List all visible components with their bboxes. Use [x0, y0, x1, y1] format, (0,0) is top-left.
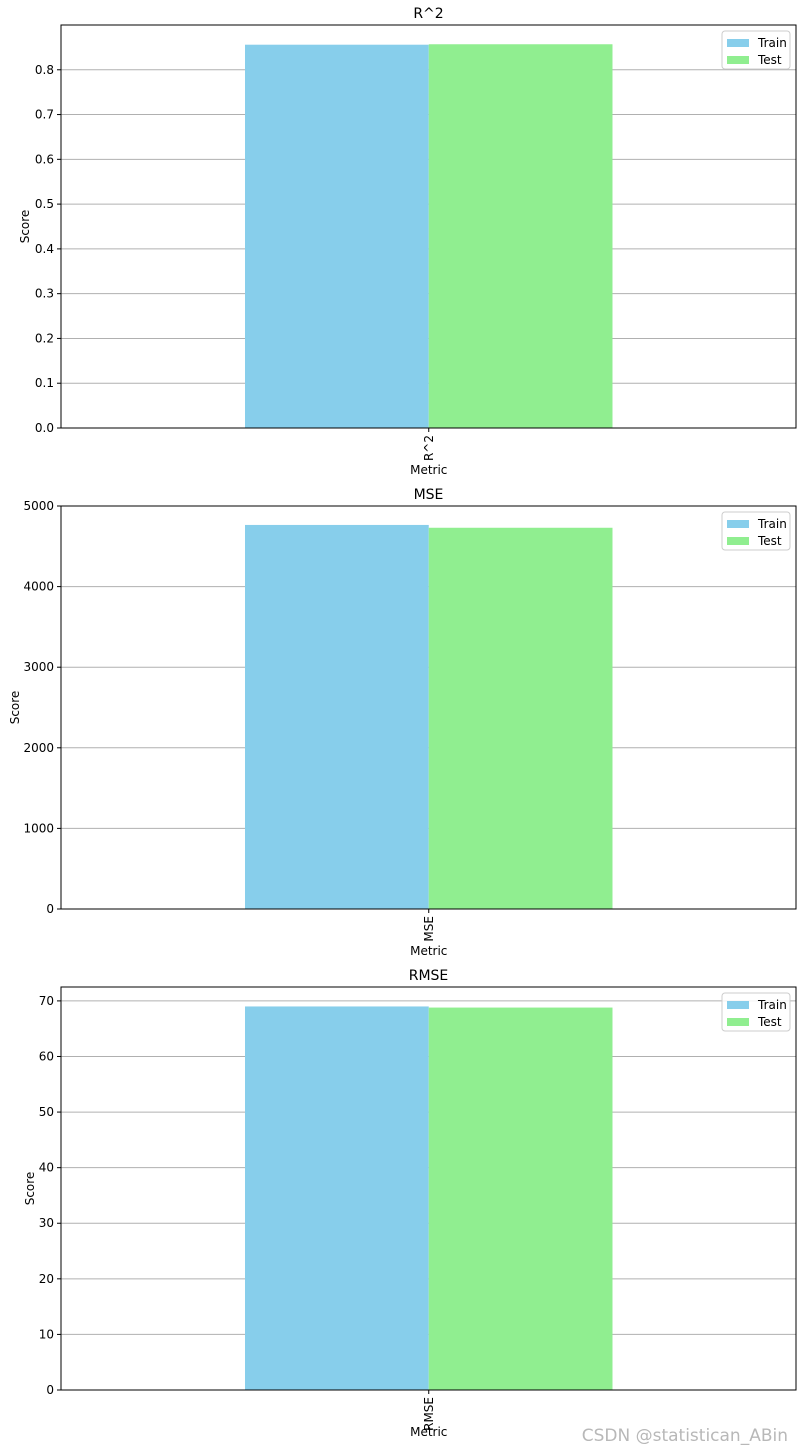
y-tick-label: 0.0 [35, 421, 54, 435]
legend-label-train: Train [757, 998, 787, 1012]
y-tick-label: 0.8 [35, 63, 54, 77]
legend: Train Test [721, 30, 791, 70]
y-tick-label: 0.2 [35, 331, 54, 345]
y-tick-label: 30 [39, 1216, 54, 1230]
legend-swatch-test [727, 56, 749, 64]
chart-0: 0.0 0.1 0.2 0.3 0.4 0.5 0.6 0.7 0.8 R^2 Metric Scor… [18, 6, 797, 477]
y-axis-label: Score [23, 1172, 37, 1206]
y-tick-label: 10 [39, 1327, 54, 1341]
x-tick-label: MSE [422, 916, 436, 942]
legend-label-train: Train [757, 36, 787, 50]
legend-label-test: Test [757, 534, 782, 548]
y-tick-label: 20 [39, 1272, 54, 1286]
bar-test [428, 44, 613, 428]
x-axis-label: Metric [410, 944, 447, 958]
bar-test [428, 527, 613, 909]
y-tick-label: 4000 [23, 580, 54, 594]
charts-container: 0.0 0.1 0.2 0.3 0.4 0.5 0.6 0.7 0.8 R^2 Metric Scor… [8, 6, 797, 1439]
y-tick-label: 5000 [23, 499, 54, 513]
y-tick-label: 1000 [23, 821, 54, 835]
y-axis-label: Score [8, 691, 22, 725]
y-tick-label: 0.6 [35, 152, 54, 166]
y-axis-label: Score [18, 210, 32, 244]
legend-swatch-train [727, 520, 749, 528]
y-tick-label: 40 [39, 1161, 54, 1175]
bar-train [245, 1006, 429, 1390]
chart-1: 0 1000 2000 3000 4000 5000 MSE Metric Score MSE Tr… [8, 487, 797, 958]
chart-2: 010203040506070RMSEMetricScoreRMSETrainT… [23, 968, 797, 1439]
bar-test [428, 1007, 613, 1390]
x-tick-label: R^2 [422, 435, 436, 461]
legend-label-train: Train [757, 517, 787, 531]
y-tick-label: 2000 [23, 741, 54, 755]
x-axis-label: Metric [410, 463, 447, 477]
y-tick-label: 0.3 [35, 287, 54, 301]
legend-swatch-test [727, 1018, 749, 1026]
y-tick-label: 0 [46, 902, 54, 916]
y-tick-label: 60 [39, 1049, 54, 1063]
chart-title: R^2 [413, 6, 443, 22]
bar-train [245, 44, 429, 429]
y-tick-label: 50 [39, 1105, 54, 1119]
legend: Train Test [721, 511, 791, 551]
chart-title: MSE [414, 487, 444, 503]
legend-swatch-test [727, 537, 749, 545]
legend-label-test: Test [757, 1015, 782, 1029]
y-tick-label: 0.1 [35, 376, 54, 390]
y-tick-label: 0.4 [35, 242, 54, 256]
legend-label-test: Test [757, 53, 782, 67]
legend: Train Test [721, 992, 791, 1032]
y-tick-label: 0.5 [35, 197, 54, 211]
legend-swatch-train [727, 1001, 749, 1009]
y-tick-label: 3000 [23, 660, 54, 674]
x-tick-label: RMSE [422, 1397, 436, 1431]
legend-swatch-train [727, 39, 749, 47]
y-tick-label: 0.7 [35, 108, 54, 122]
y-tick-label: 70 [39, 994, 54, 1008]
x-axis-label: Metric [410, 1425, 447, 1439]
watermark: CSDN @statistican_ABin [582, 1426, 788, 1446]
chart-title: RMSE [409, 968, 449, 984]
bar-train [245, 524, 429, 909]
y-tick-label: 0 [46, 1383, 54, 1397]
